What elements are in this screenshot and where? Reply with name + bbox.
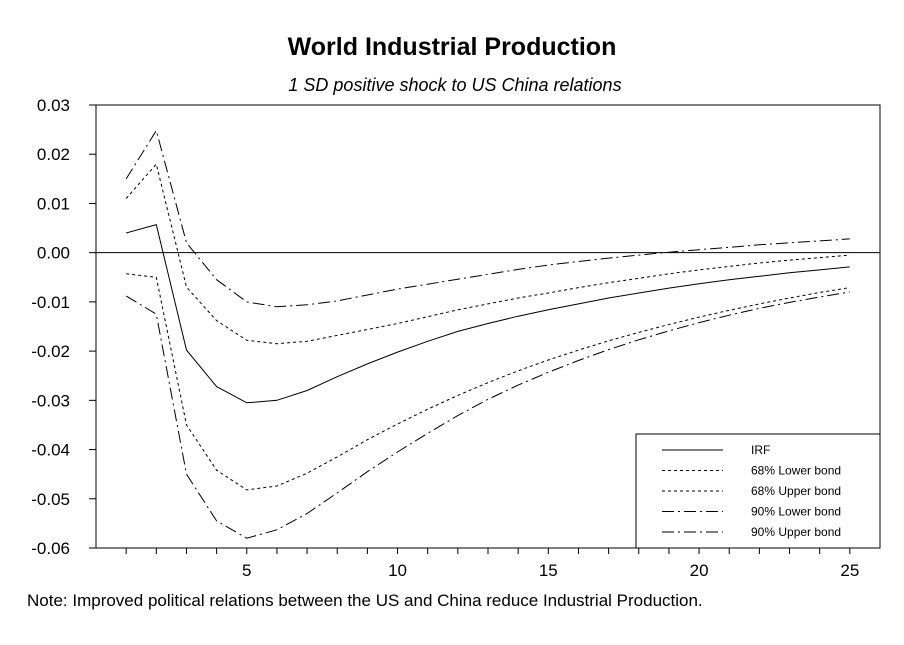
x-tick-label: 10	[388, 561, 407, 580]
chart-title: World Industrial Production	[288, 33, 617, 61]
series-line-irf	[126, 223, 850, 404]
series-line-68-lower-bond	[126, 273, 850, 491]
y-tick-label: -0.03	[31, 391, 70, 410]
legend-label: 90% Lower bond	[751, 505, 841, 519]
series-line-90-upper-bond	[125, 129, 850, 308]
x-axis: 5 10 15 20 25	[125, 548, 859, 580]
series-line-90-lower-bond	[125, 291, 850, 539]
legend-label: IRF	[751, 443, 770, 457]
x-tick-label: 20	[690, 561, 709, 580]
y-axis: 0.03 0.02 0.01 0.00 -0.01 -0.02 -0.03 -0.04 -0.0…	[31, 96, 96, 558]
x-tick-label: 5	[242, 561, 251, 580]
series-line-68-upper-bond	[125, 163, 850, 345]
y-tick-label: -0.01	[31, 293, 70, 312]
y-tick-label: -0.02	[31, 342, 70, 361]
series-group	[125, 129, 850, 539]
y-tick-label: -0.04	[31, 441, 70, 460]
x-tick-label: 15	[539, 561, 558, 580]
y-tick-label: 0.00	[37, 244, 70, 263]
y-tick-label: 0.03	[37, 96, 70, 115]
y-tick-label: 0.01	[37, 194, 70, 213]
y-tick-label: -0.05	[31, 490, 70, 509]
y-tick-label: -0.06	[31, 539, 70, 558]
legend-label: 68% Upper bond	[751, 484, 841, 498]
y-tick-label: 0.02	[37, 145, 70, 164]
legend: IRF 68% Lower bond 68% Upper bond 90% Lower…	[635, 433, 881, 549]
legend-label: 90% Upper bond	[751, 525, 841, 539]
x-tick-label: 25	[840, 561, 859, 580]
chart-subtitle: 1 SD positive shock to US China relation…	[288, 75, 621, 95]
footnote: Note: Improved political relations betwe…	[27, 591, 703, 610]
legend-label: 68% Lower bond	[751, 464, 841, 478]
